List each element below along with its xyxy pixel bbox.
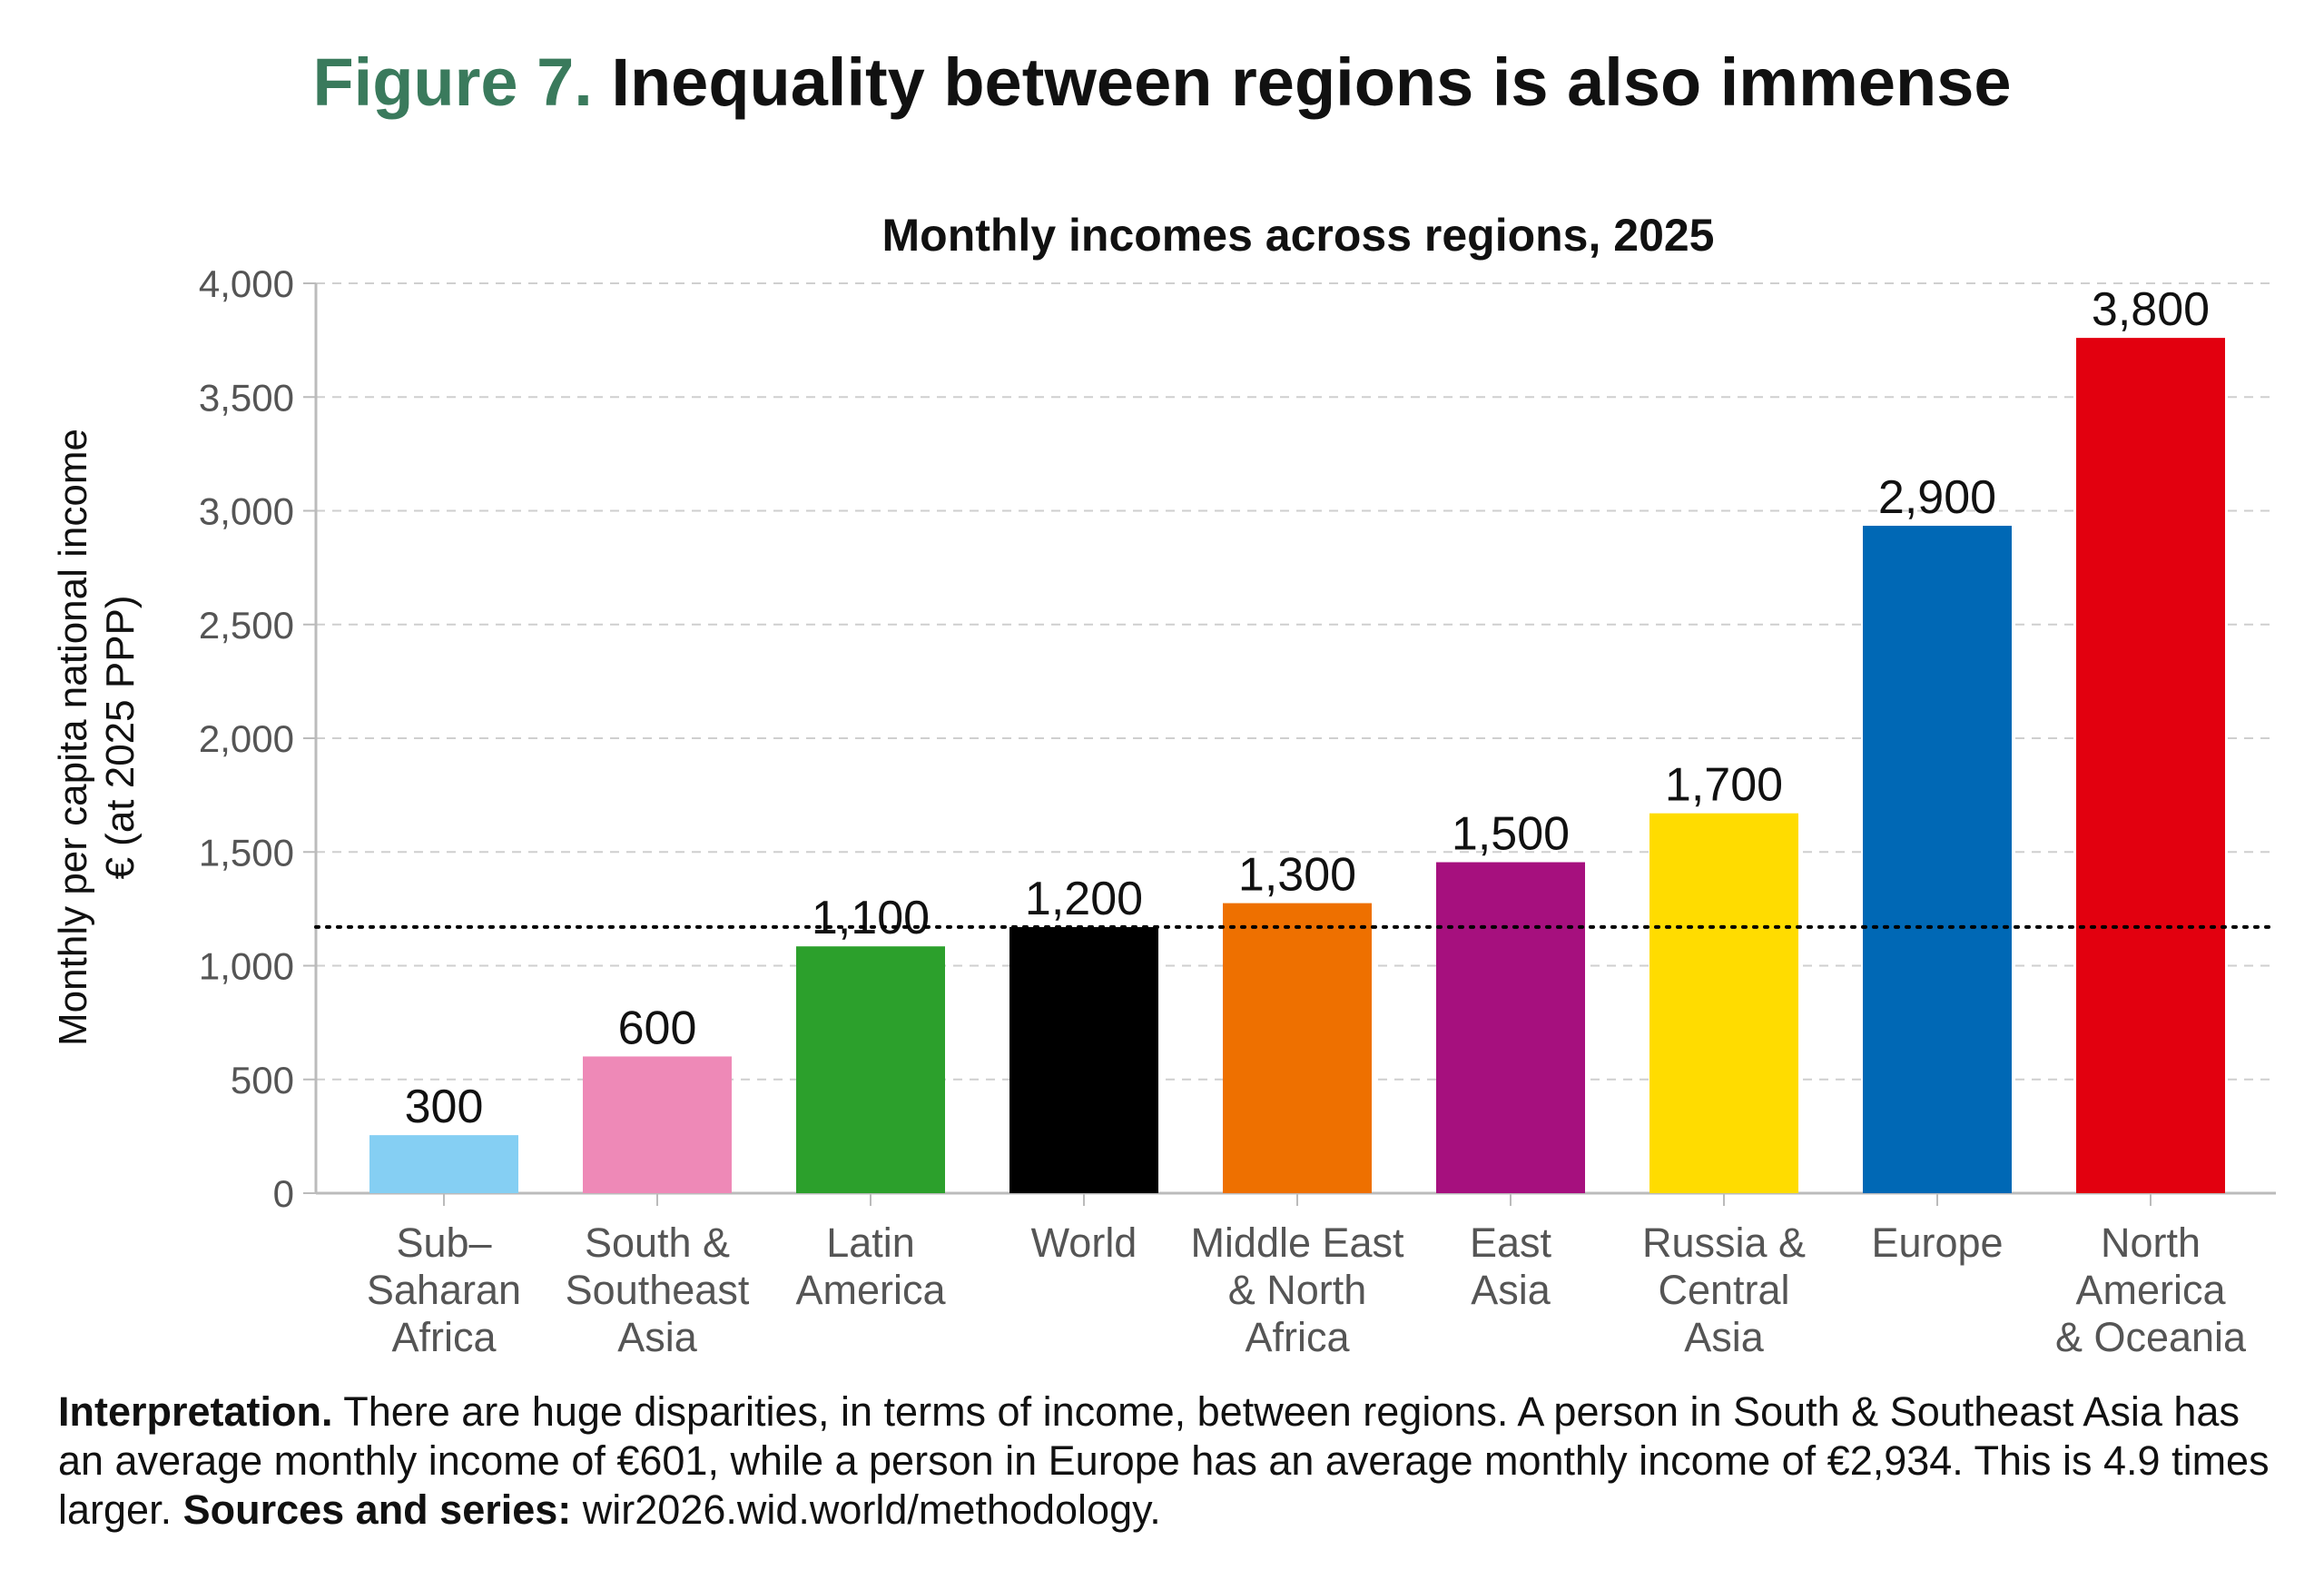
x-tick-label: Europe: [1871, 1220, 2003, 1266]
x-tick-label: Saharan: [367, 1267, 521, 1313]
footnote: Interpretation. There are huge dispariti…: [58, 1387, 2273, 1535]
bar: [369, 1135, 518, 1193]
x-tick-label: & North: [1228, 1267, 1367, 1313]
figure-number: Figure 7.: [312, 44, 593, 120]
figure-title: Figure 7. Inequality between regions is …: [0, 44, 2324, 121]
bar: [1009, 926, 1158, 1193]
x-tick-label: Asia: [617, 1314, 698, 1360]
bar-data-label: 1,300: [1238, 849, 1356, 902]
y-tick-label: 1,000: [199, 945, 294, 988]
x-tick-label: Russia &: [1642, 1220, 1806, 1266]
bar: [583, 1056, 732, 1193]
x-tick-label: & Oceania: [2055, 1314, 2247, 1360]
bar-data-label: 300: [405, 1081, 484, 1133]
x-tick-label: Africa: [391, 1314, 497, 1360]
y-tick-label: 0: [273, 1172, 294, 1215]
x-tick-label: World: [1031, 1220, 1137, 1266]
x-tick-label: Asia: [1471, 1267, 1551, 1313]
y-tick-label: 1,500: [199, 831, 294, 874]
figure-title-text: Inequality between regions is also immen…: [611, 44, 2012, 120]
bar: [1223, 903, 1372, 1193]
x-tick-label: Asia: [1684, 1314, 1765, 1360]
x-tick-label: North: [2101, 1220, 2201, 1266]
y-tick-label: 4,000: [199, 262, 294, 305]
bar-data-label: 1,100: [812, 892, 930, 944]
x-tick-label: Middle East: [1190, 1220, 1404, 1266]
bar: [2076, 338, 2225, 1193]
bar-data-label: 1,200: [1025, 873, 1143, 925]
x-tick-label: Southeast: [566, 1267, 750, 1313]
y-tick-label: 3,000: [199, 490, 294, 533]
x-tick-label: East: [1470, 1220, 1552, 1266]
y-axis-ticks: 0 500 1,000 1,500 2,000 2,500 3,000 3,500 4,000: [199, 262, 2276, 1215]
bar: [1436, 862, 1585, 1193]
x-tick-label: America: [795, 1267, 946, 1313]
y-tick-label: 500: [231, 1059, 294, 1101]
bar-data-label: 3,800: [2092, 283, 2210, 336]
y-axis-label: Monthly per capita national income € (at…: [51, 429, 143, 1046]
x-tick-label: America: [2075, 1267, 2226, 1313]
bar: [796, 946, 945, 1193]
interpretation-label: Interpretation.: [58, 1388, 333, 1435]
bar-data-label: 1,700: [1665, 759, 1783, 812]
x-tick-label: Latin: [826, 1220, 915, 1266]
y-tick-label: 2,000: [199, 717, 294, 760]
bar-data-label: 2,900: [1878, 471, 1996, 524]
bar: [1863, 526, 2012, 1193]
sources-label: Sources and series:: [182, 1486, 572, 1533]
sources-text: wir2026.wid.world/methodology.: [571, 1486, 1161, 1533]
x-tick-label: South &: [585, 1220, 730, 1266]
y-tick-label: 2,500: [199, 604, 294, 647]
y-axis-label-line-1: Monthly per capita national income: [51, 429, 95, 1046]
y-tick-label: 3,500: [199, 376, 294, 419]
interpretation-text: There are huge disparities, in terms of …: [58, 1388, 2270, 1533]
chart-title: Monthly incomes across regions, 2025: [882, 210, 1715, 261]
bars: 300 600 1,100 1,200 1,300 1,500 1,700 2,900 3,80…: [369, 283, 2225, 1193]
x-tick-label: Central: [1658, 1267, 1789, 1313]
bar-data-label: 1,500: [1452, 808, 1570, 861]
y-axis-label-line-2: € (at 2025 PPP): [98, 595, 143, 879]
bar-data-label: 600: [618, 1002, 697, 1054]
x-tick-label: Africa: [1245, 1314, 1350, 1360]
bar: [1649, 813, 1798, 1193]
x-tick-label: Sub–: [396, 1220, 491, 1266]
